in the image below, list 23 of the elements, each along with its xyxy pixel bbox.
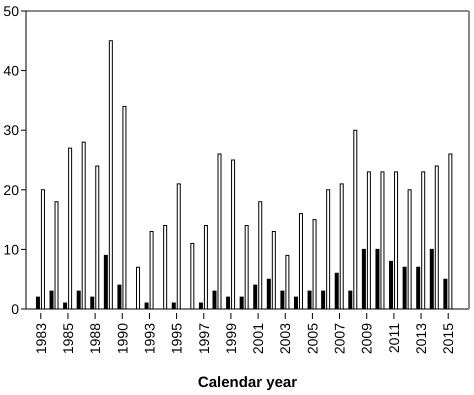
y-tick-label: 40: [3, 62, 20, 79]
x-tick-label: 1990: [114, 322, 130, 354]
y-tick-label: 50: [3, 2, 20, 19]
y-tick-label: 30: [3, 122, 20, 138]
x-tick-label: 1985: [60, 322, 76, 354]
x-tick-label: 2013: [413, 322, 430, 354]
x-tick-label: 2001: [250, 322, 266, 354]
x-tick-label: 2011: [386, 322, 402, 354]
x-axis-title: Calendar year: [198, 374, 298, 391]
x-tick-label: 1999: [222, 322, 239, 354]
x-tick-label: 2007: [332, 322, 348, 354]
y-tick-label: 20: [3, 182, 20, 198]
x-tick-label: 1993: [141, 322, 158, 354]
x-tick-label: 2009: [358, 322, 375, 354]
x-tick-label: 2005: [304, 322, 320, 354]
x-tick-label: 1995: [168, 322, 185, 354]
x-tick-label: 1997: [196, 322, 212, 354]
x-tick-label: 1983: [32, 322, 49, 354]
x-tick-label: 2015: [440, 322, 456, 354]
y-tick-label: 0: [11, 300, 20, 317]
y-tick-label: 10: [3, 241, 20, 258]
x-tick-label: 1988: [87, 322, 104, 354]
x-tick-label: 2003: [277, 322, 294, 354]
